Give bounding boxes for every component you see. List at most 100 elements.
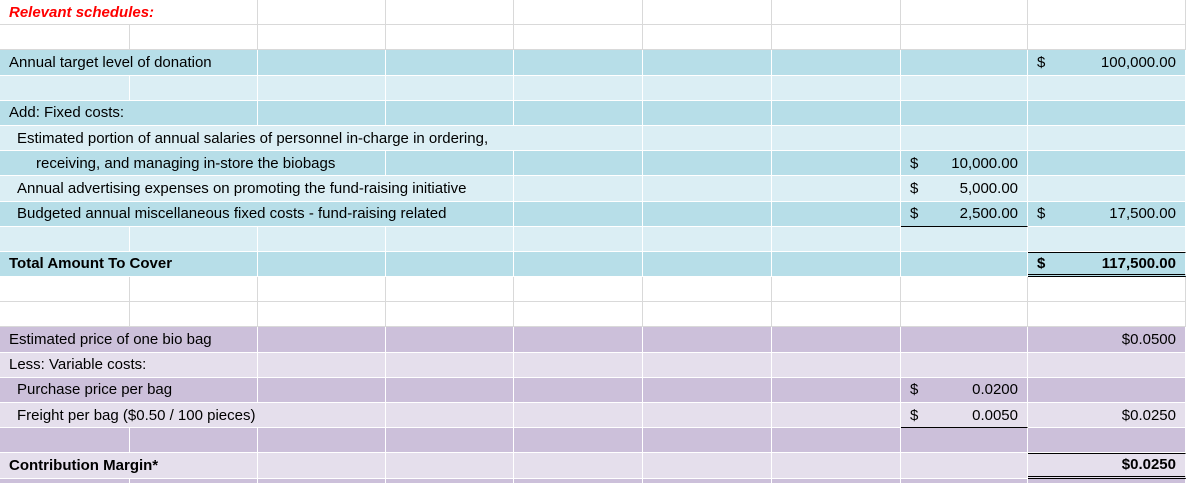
cell-C2[interactable]	[258, 25, 386, 51]
cell-I17[interactable]: $0.0250	[1028, 403, 1186, 429]
cell-I18[interactable]	[1028, 428, 1186, 454]
cell-I13[interactable]	[1028, 302, 1186, 328]
cell-E3[interactable]	[514, 50, 643, 76]
cell-E7[interactable]	[514, 151, 643, 177]
cell-F1[interactable]	[643, 0, 772, 26]
cell-G9[interactable]	[772, 201, 901, 227]
cell-C5[interactable]	[258, 100, 386, 126]
cell-E1[interactable]	[514, 0, 643, 26]
cell-F7[interactable]	[643, 151, 772, 177]
cell-E14[interactable]	[514, 327, 643, 353]
cell-I15[interactable]	[1028, 352, 1186, 378]
cell-E13[interactable]	[514, 302, 643, 328]
cell-F19[interactable]	[643, 453, 772, 479]
cell-B20[interactable]	[130, 478, 258, 484]
cell-C11[interactable]	[258, 251, 386, 278]
cell-D20[interactable]	[386, 478, 514, 484]
cell-A7[interactable]: receiving, and managing in-store the bio…	[0, 151, 386, 177]
cell-F5[interactable]	[643, 100, 772, 126]
cell-A18[interactable]	[0, 428, 130, 454]
cell-A8[interactable]: Annual advertising expenses on promoting…	[0, 176, 514, 202]
cell-G2[interactable]	[772, 25, 901, 51]
cell-E5[interactable]	[514, 100, 643, 126]
cell-A20[interactable]	[0, 478, 130, 484]
cell-H19[interactable]	[901, 453, 1028, 479]
cell-D18[interactable]	[386, 428, 514, 454]
cell-G13[interactable]	[772, 302, 901, 328]
cell-H4[interactable]	[901, 75, 1028, 101]
cell-H15[interactable]	[901, 352, 1028, 378]
cell-F8[interactable]	[643, 176, 772, 202]
cell-D10[interactable]	[386, 226, 514, 252]
cell-H20[interactable]	[901, 478, 1028, 484]
cell-I20[interactable]	[1028, 478, 1186, 484]
cell-I5[interactable]	[1028, 100, 1186, 126]
cell-E10[interactable]	[514, 226, 643, 252]
cell-B12[interactable]	[130, 277, 258, 303]
cell-D11[interactable]	[386, 251, 514, 278]
cell-H11[interactable]	[901, 251, 1028, 278]
cell-F6[interactable]	[643, 125, 772, 152]
cell-D13[interactable]	[386, 302, 514, 328]
cell-I3[interactable]: $100,000.00	[1028, 50, 1186, 76]
cell-A3[interactable]: Annual target level of donation	[0, 50, 258, 76]
cell-A15[interactable]: Less: Variable costs:	[0, 352, 258, 378]
cell-I16[interactable]	[1028, 377, 1186, 403]
cell-B4[interactable]	[130, 75, 258, 101]
cell-A2[interactable]	[0, 25, 130, 51]
cell-G18[interactable]	[772, 428, 901, 454]
cell-H6[interactable]	[901, 125, 1028, 152]
cell-F9[interactable]	[643, 201, 772, 227]
cell-C10[interactable]	[258, 226, 386, 252]
cell-D5[interactable]	[386, 100, 514, 126]
cell-E9[interactable]	[514, 201, 643, 227]
cell-F14[interactable]	[643, 327, 772, 353]
cell-D7[interactable]	[386, 151, 514, 177]
cell-A12[interactable]	[0, 277, 130, 303]
cell-H2[interactable]	[901, 25, 1028, 51]
cell-E4[interactable]	[514, 75, 643, 101]
cell-I6[interactable]	[1028, 125, 1186, 152]
cell-A17[interactable]: Freight per bag ($0.50 / 100 pieces)	[0, 403, 386, 429]
cell-D15[interactable]	[386, 352, 514, 378]
cell-A5[interactable]: Add: Fixed costs:	[0, 100, 258, 126]
cell-C13[interactable]	[258, 302, 386, 328]
cell-H17[interactable]: $0.0050	[901, 403, 1028, 429]
cell-A6[interactable]: Estimated portion of annual salaries of …	[0, 125, 643, 152]
cell-F20[interactable]	[643, 478, 772, 484]
cell-H5[interactable]	[901, 100, 1028, 126]
cell-A13[interactable]	[0, 302, 130, 328]
cell-F2[interactable]	[643, 25, 772, 51]
cell-I7[interactable]	[1028, 151, 1186, 177]
cell-G3[interactable]	[772, 50, 901, 76]
cell-A19[interactable]: Contribution Margin*	[0, 453, 258, 479]
cell-F3[interactable]	[643, 50, 772, 76]
cell-G10[interactable]	[772, 226, 901, 252]
cell-C20[interactable]	[258, 478, 386, 484]
cell-E16[interactable]	[514, 377, 643, 403]
cell-H16[interactable]: $0.0200	[901, 377, 1028, 403]
cell-C15[interactable]	[258, 352, 386, 378]
cell-C3[interactable]	[258, 50, 386, 76]
cell-D2[interactable]	[386, 25, 514, 51]
cell-E11[interactable]	[514, 251, 643, 278]
cell-H18[interactable]	[901, 428, 1028, 454]
cell-F16[interactable]	[643, 377, 772, 403]
cell-H7[interactable]: $10,000.00	[901, 151, 1028, 177]
cell-G4[interactable]	[772, 75, 901, 101]
cell-C18[interactable]	[258, 428, 386, 454]
cell-F4[interactable]	[643, 75, 772, 101]
cell-G19[interactable]	[772, 453, 901, 479]
cell-D17[interactable]	[386, 403, 514, 429]
cell-I4[interactable]	[1028, 75, 1186, 101]
cell-E12[interactable]	[514, 277, 643, 303]
cell-E18[interactable]	[514, 428, 643, 454]
cell-A1[interactable]: Relevant schedules:	[0, 0, 258, 26]
cell-C4[interactable]	[258, 75, 386, 101]
cell-G14[interactable]	[772, 327, 901, 353]
cell-E8[interactable]	[514, 176, 643, 202]
cell-C16[interactable]	[258, 377, 386, 403]
cell-A4[interactable]	[0, 75, 130, 101]
cell-G5[interactable]	[772, 100, 901, 126]
cell-G12[interactable]	[772, 277, 901, 303]
